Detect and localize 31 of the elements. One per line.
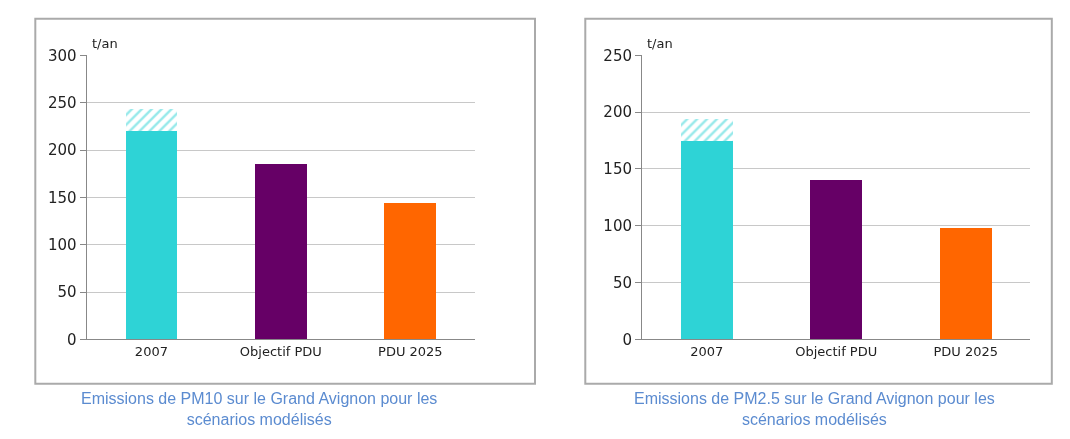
bar [384, 203, 437, 340]
y-tick-label: 0 [622, 330, 632, 349]
bar [125, 109, 178, 132]
y-tick-label: 50 [57, 283, 77, 302]
text: Emissions de PM10 sur le Grand Avignon pour les scénarios modélisés [81, 390, 438, 428]
y-tick-label: 50 [612, 273, 632, 292]
y-tick-label: 200 [603, 103, 632, 122]
bar [810, 180, 863, 340]
text: Emissions de PM2.5 sur le Grand Avignon pour les scénarios modélisés [634, 390, 995, 428]
bar [939, 228, 992, 340]
y-tick-label: 100 [603, 217, 632, 236]
bar [680, 140, 733, 340]
y-axis-title: t/an [92, 36, 118, 51]
y-axis-title: t/an [647, 36, 673, 51]
y-tick-label: 100 [48, 236, 77, 255]
y-tick-label: 200 [48, 141, 77, 160]
x-tick-label: PDU 2025 [378, 344, 443, 360]
y-tick-label: 150 [603, 160, 632, 179]
y-tick-label: 150 [48, 188, 77, 207]
x-tick-label: PDU 2025 [933, 344, 998, 360]
y-tick-label: 300 [48, 46, 77, 65]
y-tick-label: 250 [603, 46, 632, 65]
y-tick-label: 0 [67, 330, 77, 349]
x-tick-label: Objectif PDU [239, 344, 322, 360]
y-tick-label: 250 [48, 93, 77, 112]
bar [125, 131, 178, 340]
bar [254, 164, 307, 340]
x-tick-label: Objectif PDU [795, 344, 878, 360]
x-tick-label: 2007 [134, 344, 168, 360]
x-tick-label: 2007 [690, 344, 724, 360]
bar [680, 118, 733, 141]
